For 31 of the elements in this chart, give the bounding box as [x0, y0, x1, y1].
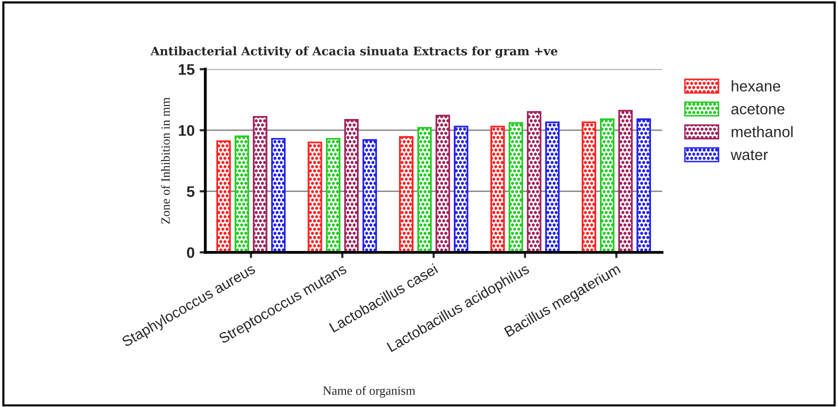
bar — [545, 121, 560, 252]
bar — [490, 126, 505, 252]
bar — [436, 114, 450, 252]
y-tick-label: 10 — [178, 125, 194, 136]
bar — [454, 126, 468, 252]
y-tick-label: 5 — [186, 186, 194, 197]
bar — [618, 110, 633, 252]
y-axis-title: Zone of Inhibition in mm — [160, 97, 170, 224]
bar — [508, 122, 524, 252]
x-axis-title: Name of organism — [322, 386, 416, 398]
bar — [308, 142, 322, 252]
bar — [362, 139, 377, 252]
bar — [344, 119, 359, 252]
bar — [399, 136, 414, 252]
y-tick-label: 0 — [187, 247, 194, 258]
bar — [252, 116, 268, 252]
bar — [271, 138, 286, 252]
bar — [417, 126, 432, 252]
legend-label: hexane — [732, 80, 780, 92]
bar — [216, 140, 231, 252]
bar — [326, 138, 340, 252]
y-tick-label: 15 — [178, 64, 194, 75]
chart-title: Antibacterial Activity of Acacia sinuata Extracts for gram +ve — [150, 46, 558, 58]
bar — [600, 118, 614, 252]
legend-label: methanol — [732, 126, 793, 138]
legend-label: acetone — [731, 104, 784, 114]
legend-label: water — [730, 150, 768, 160]
bar — [636, 118, 651, 252]
bar — [234, 136, 250, 252]
bar — [526, 111, 542, 252]
bar — [582, 121, 596, 252]
